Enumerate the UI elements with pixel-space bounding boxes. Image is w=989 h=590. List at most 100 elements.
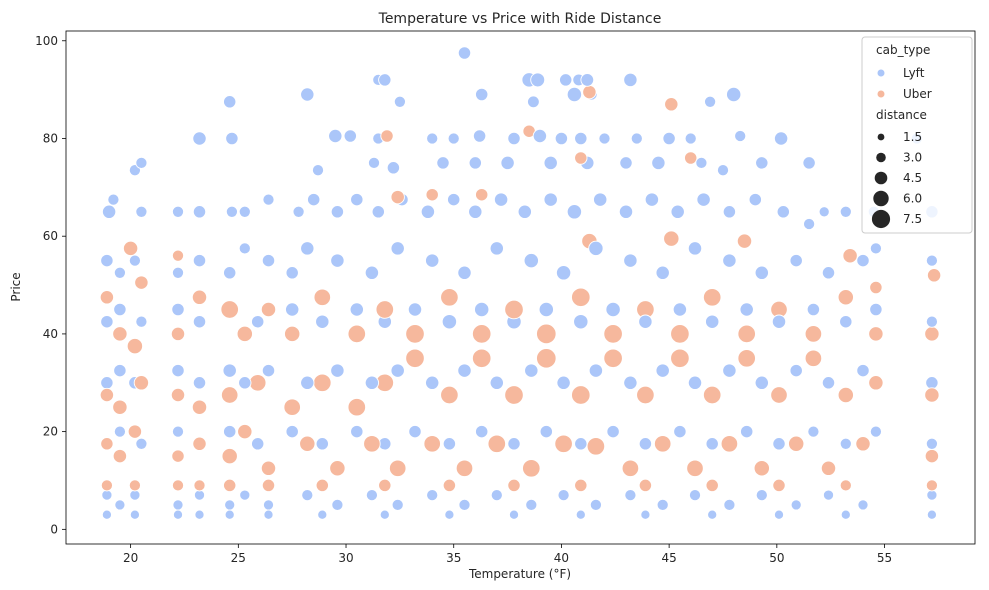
point-lyft [803,217,816,231]
point-lyft [755,489,768,502]
point-lyft [113,363,127,378]
point-lyft [638,314,653,329]
legend-marker-lyft [877,69,885,77]
point-lyft [821,376,836,390]
point-lyft [343,129,357,143]
point-lyft [101,489,113,501]
point-lyft [869,242,882,255]
point-uber [122,240,139,257]
legend-box [861,36,973,234]
point-uber [455,459,474,478]
point-lyft [408,424,422,439]
point-lyft [475,87,489,102]
point-uber [702,385,722,405]
point-lyft [772,437,786,451]
point-lyft [100,315,114,329]
point-lyft [444,509,455,520]
point-lyft [472,129,487,143]
point-lyft [489,375,504,390]
point-lyft [606,424,620,439]
point-lyft [330,363,345,378]
point-uber [405,324,425,344]
point-lyft [239,489,251,501]
point-uber [603,324,623,344]
point-lyft [391,498,404,511]
point-uber [837,386,854,404]
point-uber [705,478,719,493]
point-lyft [726,86,742,103]
point-uber [260,301,277,318]
point-lyft [623,253,638,268]
x-tick-label: 55 [877,551,892,565]
point-lyft [493,192,509,207]
point-lyft [171,363,185,378]
point-lyft [223,95,237,109]
point-lyft [447,132,460,145]
point-uber [170,387,186,403]
point-lyft [524,363,539,378]
point-lyft [722,253,737,268]
legend-size-label: 4.5 [903,171,922,185]
point-uber [638,478,653,493]
point-lyft [365,489,378,502]
point-lyft [262,193,275,206]
point-uber [261,478,276,493]
point-uber [170,326,186,342]
point-uber [504,385,524,405]
point-lyft [390,363,405,378]
point-lyft [869,302,883,317]
point-uber [770,386,788,404]
point-uber [574,478,588,493]
point-lyft [802,156,816,170]
point-lyft [100,253,114,268]
point-uber [126,337,144,355]
point-lyft [925,437,938,450]
point-uber [926,268,942,283]
point-lyft [644,192,660,207]
point-uber [664,97,679,112]
point-uber [284,325,301,343]
point-lyft [655,265,670,280]
point-lyft [468,156,482,170]
point-lyft [172,509,184,520]
point-lyft [566,86,583,103]
point-lyft [575,509,586,520]
point-uber [582,84,597,100]
point-lyft [311,164,325,177]
point-uber [134,275,149,290]
point-lyft [447,192,461,207]
point-uber [571,385,591,405]
y-tick-label: 60 [43,229,58,243]
point-uber [440,288,459,307]
point-lyft [839,205,852,218]
point-lyft [593,192,608,207]
point-lyft [350,192,364,207]
point-lyft [100,376,114,390]
point-lyft [748,192,762,207]
point-lyft [350,424,364,439]
point-lyft [349,302,364,317]
point-uber [772,478,786,493]
point-uber [868,326,884,342]
point-lyft [330,205,345,219]
point-uber [471,348,492,369]
y-axis-label: Price [9,272,23,301]
point-lyft [135,205,148,218]
point-uber [603,348,623,369]
point-lyft [856,253,870,268]
point-lyft [371,205,385,219]
point-uber [221,447,238,465]
point-lyft [315,314,330,329]
point-lyft [172,499,184,511]
legend-marker-uber [877,90,885,98]
point-lyft [224,509,235,520]
point-lyft [393,95,406,108]
point-lyft [926,509,937,520]
point-lyft [426,489,439,502]
point-lyft [773,131,789,146]
point-lyft [222,363,237,378]
point-lyft [839,315,853,329]
point-uber [487,434,507,454]
point-uber [405,348,425,369]
